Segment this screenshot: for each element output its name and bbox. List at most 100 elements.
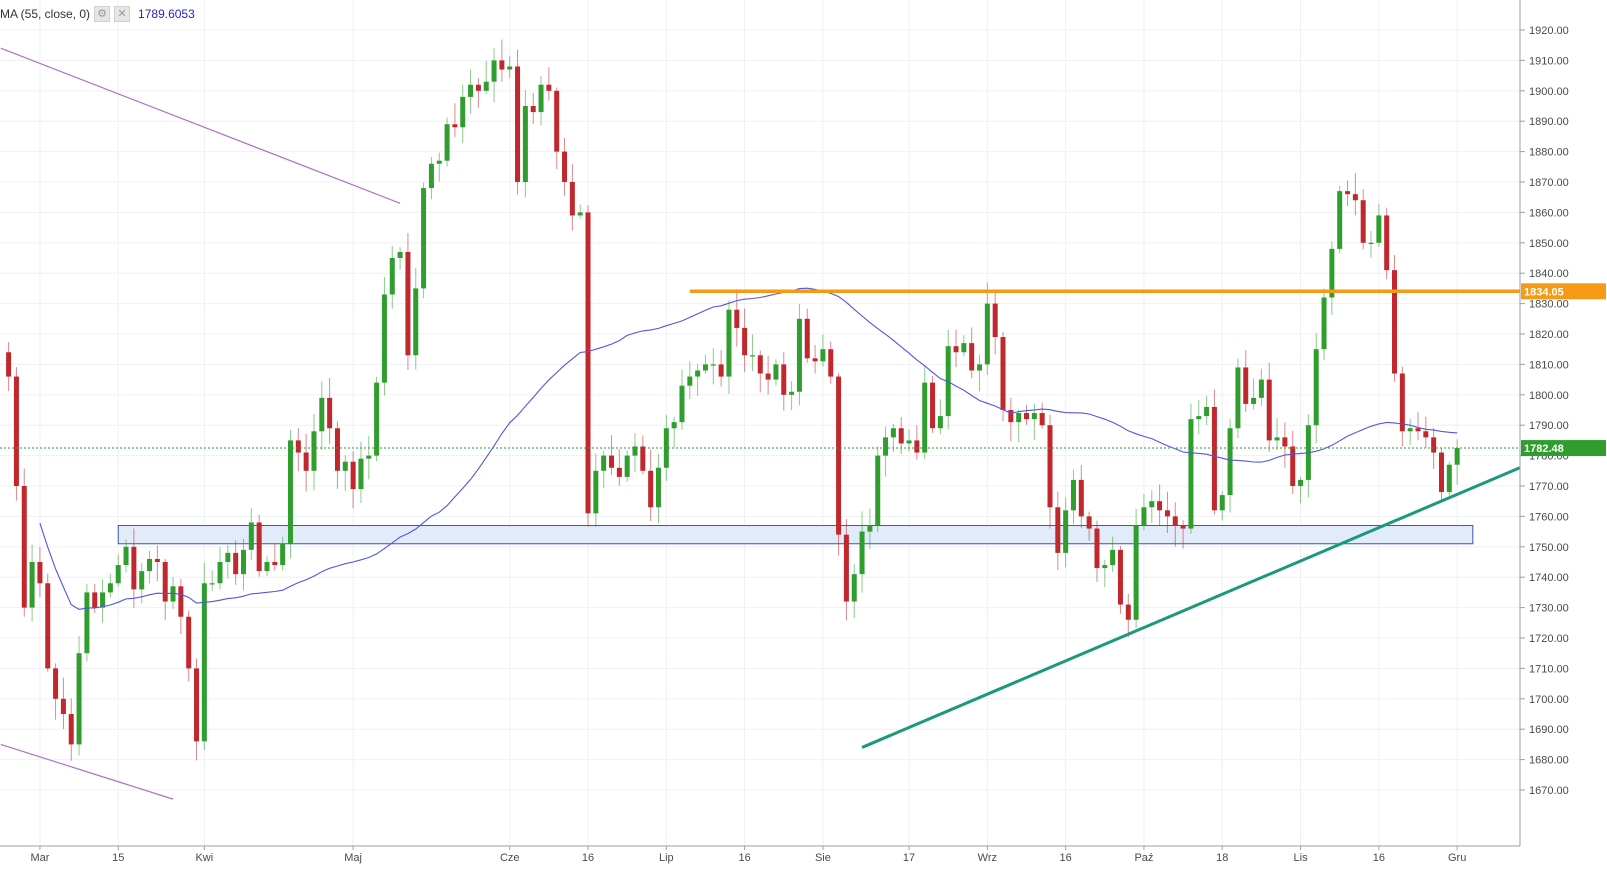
candle-body — [1407, 428, 1413, 432]
candle-body — [1117, 549, 1123, 605]
candle — [460, 84, 466, 144]
candle-body — [898, 428, 904, 444]
candle — [773, 359, 779, 386]
candle — [515, 49, 521, 195]
candle-body — [350, 461, 356, 490]
candle — [812, 344, 818, 374]
candle — [1039, 402, 1045, 429]
candle-body — [397, 251, 403, 258]
candle-body — [241, 549, 246, 575]
time-tick-label: Mar — [30, 852, 49, 864]
candle-body — [883, 437, 889, 456]
price-tick-label: 1850.00 — [1529, 238, 1569, 250]
candle-body — [1125, 604, 1131, 620]
candle — [311, 413, 317, 491]
candle — [1384, 207, 1390, 280]
candle-body — [655, 467, 661, 508]
candle-body — [937, 416, 943, 429]
candle-body — [311, 431, 317, 471]
candle — [194, 658, 200, 761]
candle — [123, 539, 129, 573]
candle — [538, 76, 544, 126]
uptrend-line — [861, 466, 1521, 749]
candle — [1102, 559, 1108, 588]
candle — [616, 449, 622, 486]
candle-body — [358, 458, 364, 490]
candle — [287, 430, 293, 559]
candle — [107, 573, 113, 598]
candle — [1164, 491, 1170, 533]
candle-body — [13, 376, 19, 486]
candle — [248, 507, 254, 561]
candle — [37, 547, 43, 597]
candle — [1180, 520, 1186, 549]
candle — [162, 558, 168, 621]
candle-body — [483, 81, 489, 91]
candle-body — [287, 440, 293, 544]
price-tick-label: 1750.00 — [1529, 542, 1569, 554]
candle — [428, 156, 434, 200]
candle-body — [1008, 410, 1014, 423]
candle-body — [280, 543, 286, 566]
candle — [593, 453, 599, 528]
candle-body — [773, 364, 779, 380]
candle-body — [1454, 448, 1460, 465]
grid — [0, 0, 1520, 846]
candle — [781, 352, 787, 411]
candle — [984, 282, 990, 375]
candle — [671, 417, 677, 448]
candle-body — [851, 574, 857, 602]
candle — [765, 355, 771, 395]
candle — [53, 663, 59, 720]
candle-body — [875, 455, 881, 526]
candle-body — [890, 428, 896, 438]
candle-body — [1070, 479, 1076, 511]
candle — [272, 544, 278, 571]
price-tick-label: 1860.00 — [1529, 207, 1569, 219]
time-tick-label: Sie — [815, 852, 831, 864]
candle — [875, 446, 881, 532]
candle — [757, 350, 763, 393]
candle-body — [1086, 516, 1092, 529]
candle — [1055, 491, 1061, 571]
candle-body — [366, 455, 372, 459]
candle — [1172, 502, 1178, 547]
close-icon[interactable]: ✕ — [114, 6, 131, 22]
candle — [1094, 520, 1100, 582]
candle-body — [45, 583, 51, 669]
candle-body — [1055, 507, 1061, 553]
candle — [961, 335, 967, 357]
candle-body — [1258, 379, 1264, 398]
candle — [327, 377, 333, 445]
candle-body — [961, 343, 967, 353]
candle-body — [609, 455, 615, 468]
candle-body — [1282, 437, 1288, 447]
candle — [922, 365, 928, 460]
candle — [1125, 593, 1131, 638]
price-tick-label: 1740.00 — [1529, 572, 1569, 584]
candle — [154, 545, 160, 582]
candle-body — [272, 562, 278, 566]
candle-body — [154, 558, 160, 562]
candle — [13, 367, 19, 501]
candle-body — [1384, 215, 1390, 271]
candle-body — [147, 558, 153, 572]
candle-body — [593, 470, 599, 514]
price-tick-label: 1870.00 — [1529, 177, 1569, 189]
candle — [1063, 497, 1069, 568]
candle-body — [60, 698, 66, 714]
candle-body — [1313, 349, 1319, 426]
channel-line — [0, 47, 401, 204]
candle — [1086, 511, 1092, 541]
candle-body — [577, 212, 583, 216]
price-tick-label: 1670.00 — [1529, 785, 1569, 797]
candle-body — [585, 212, 591, 514]
candle-body — [977, 364, 983, 371]
gear-icon[interactable]: ⚙ — [94, 6, 111, 22]
candle — [358, 441, 364, 503]
candle-body — [452, 124, 458, 128]
candle — [1227, 418, 1233, 513]
candle-body — [562, 151, 568, 182]
